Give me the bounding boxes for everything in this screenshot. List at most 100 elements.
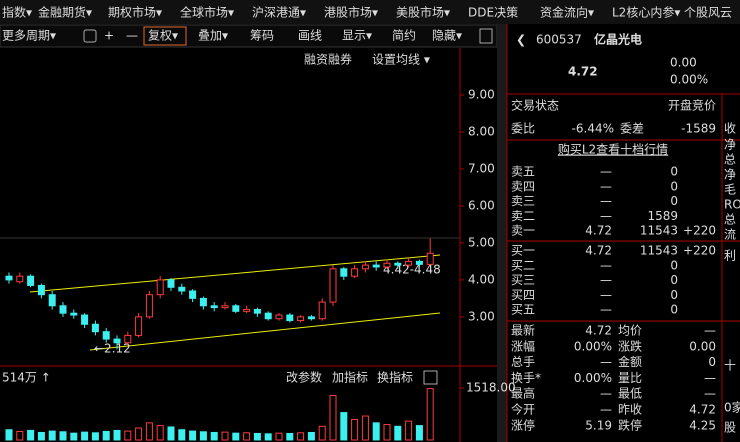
stat-label: 总手 bbox=[511, 355, 535, 369]
side-label: 0家 bbox=[724, 400, 740, 415]
link[interactable]: 设置均线 ▾ bbox=[372, 53, 430, 67]
candle-body bbox=[81, 314, 89, 325]
toolbar bbox=[0, 24, 498, 48]
menu-item[interactable]: 金融期货▾ bbox=[38, 5, 92, 20]
stat-label: 最低 bbox=[618, 387, 642, 401]
candle-body bbox=[135, 316, 143, 336]
price: 4.72 bbox=[568, 65, 598, 79]
book-label: 卖四 bbox=[511, 179, 535, 193]
volume-bar bbox=[156, 425, 164, 441]
stat-value: — bbox=[704, 371, 716, 385]
menu-item[interactable]: 美股市场▾ bbox=[396, 5, 450, 20]
toolbar-button[interactable]: 更多周期▾ bbox=[2, 29, 56, 43]
volume-bar bbox=[145, 422, 153, 441]
candle-body bbox=[156, 279, 164, 296]
side-label: 净 bbox=[724, 138, 736, 152]
menu-item[interactable]: 指数▾ bbox=[2, 5, 32, 20]
icon-lock[interactable] bbox=[83, 29, 97, 43]
stat-label: 金额 bbox=[618, 354, 642, 369]
menu-item[interactable]: 沪深港通▾ bbox=[252, 6, 306, 20]
side-label: 流 bbox=[724, 228, 736, 242]
book-price: 4.72 bbox=[585, 244, 612, 258]
stat-value: — bbox=[704, 387, 716, 401]
candle-body bbox=[27, 275, 35, 286]
book-price: — bbox=[600, 258, 612, 272]
stat-value: 5.19 bbox=[585, 418, 612, 432]
icon-fullscreen[interactable] bbox=[479, 28, 493, 44]
stat-label: 涨跌 bbox=[618, 338, 642, 353]
book-volume: 1589 bbox=[647, 209, 678, 223]
back-arrow[interactable]: ❮ bbox=[516, 33, 526, 47]
book-label: 卖二 bbox=[511, 209, 535, 223]
toolbar-button[interactable]: 复权▾ bbox=[148, 29, 178, 43]
candle-body bbox=[37, 284, 45, 296]
stat-label: 今开 bbox=[511, 402, 535, 417]
y-tick-label: 6.00 bbox=[468, 198, 495, 212]
volume-bar bbox=[253, 432, 261, 441]
stat-value: 0 bbox=[708, 355, 716, 369]
y-tick-label: 4.00 bbox=[468, 272, 495, 286]
volume-bar bbox=[59, 431, 67, 441]
menu-item[interactable]: 港股市场▾ bbox=[324, 5, 378, 20]
candle-body bbox=[307, 316, 315, 320]
candle-body bbox=[340, 268, 348, 277]
menu-item[interactable]: 资金流向▾ bbox=[540, 5, 594, 20]
menu-item[interactable]: DDE决策 bbox=[468, 6, 518, 20]
book-label: 买四 bbox=[511, 288, 535, 302]
candle-body bbox=[275, 314, 283, 320]
book-volume: 0 bbox=[670, 179, 678, 193]
side-label: 股 bbox=[724, 421, 736, 435]
volume-bar bbox=[48, 430, 56, 441]
book-volume: 0 bbox=[670, 194, 678, 208]
toolbar-button[interactable]: 叠加▾ bbox=[198, 29, 228, 43]
volume-bar bbox=[221, 431, 229, 441]
toolbar-button[interactable]: + bbox=[104, 29, 114, 43]
candle-body bbox=[16, 275, 24, 283]
stat-label: 涨停 bbox=[511, 417, 535, 432]
candle-body bbox=[318, 301, 326, 320]
volume-bar bbox=[394, 425, 402, 441]
volume-bar bbox=[297, 432, 305, 441]
volume-bar bbox=[5, 429, 13, 441]
link[interactable]: 融资融券 bbox=[304, 52, 352, 67]
label: -6.44% bbox=[572, 122, 614, 136]
menu-item[interactable]: L2核心内参▾ bbox=[612, 5, 680, 20]
menu-item[interactable]: 个股风云 bbox=[684, 6, 732, 20]
candle-body bbox=[232, 305, 240, 312]
toolbar-button[interactable]: 画线 bbox=[298, 29, 322, 43]
channel-lower bbox=[89, 312, 441, 351]
side-label: 总 bbox=[724, 153, 736, 167]
toolbar-button[interactable]: — bbox=[126, 29, 138, 43]
menu-item[interactable]: 全球市场▾ bbox=[180, 5, 234, 20]
volume-bar bbox=[178, 429, 186, 441]
y-tick-label: 3.00 bbox=[468, 309, 495, 323]
candle-body bbox=[102, 331, 110, 340]
menu-item[interactable]: 期权市场▾ bbox=[108, 5, 162, 20]
y-tick-label: 8.00 bbox=[468, 124, 495, 138]
toolbar-button[interactable]: 筹码 bbox=[250, 29, 274, 43]
indicator-button[interactable]: 加指标 bbox=[332, 370, 368, 385]
volume-bar bbox=[415, 425, 423, 441]
candle-body bbox=[178, 286, 186, 292]
book-volume: 0 bbox=[670, 303, 678, 317]
toolbar-button[interactable]: 简约 bbox=[392, 28, 416, 43]
volume-bar bbox=[351, 418, 359, 441]
candle-body bbox=[264, 312, 272, 320]
book-price: — bbox=[600, 273, 612, 287]
stat-value: — bbox=[600, 403, 612, 417]
candle-body bbox=[415, 260, 423, 265]
stat-value: 0.00% bbox=[574, 371, 612, 385]
indicator-button[interactable]: 换指标 bbox=[377, 370, 413, 385]
toolbar-button[interactable]: 隐藏▾ bbox=[432, 29, 462, 43]
candle-body bbox=[383, 262, 391, 268]
indicator-button[interactable]: 改参数 bbox=[286, 370, 322, 385]
l2-link[interactable]: 购买L2查看十档行情 bbox=[558, 142, 668, 157]
candle-body bbox=[329, 268, 337, 303]
stat-value: — bbox=[600, 355, 612, 369]
book-label: 买三 bbox=[511, 273, 535, 287]
toolbar-button[interactable]: 显示▾ bbox=[342, 29, 372, 43]
close-box[interactable] bbox=[423, 370, 438, 385]
candle-body bbox=[297, 316, 305, 322]
volume-bar bbox=[189, 430, 197, 441]
stat-value: 0.00% bbox=[574, 339, 612, 353]
